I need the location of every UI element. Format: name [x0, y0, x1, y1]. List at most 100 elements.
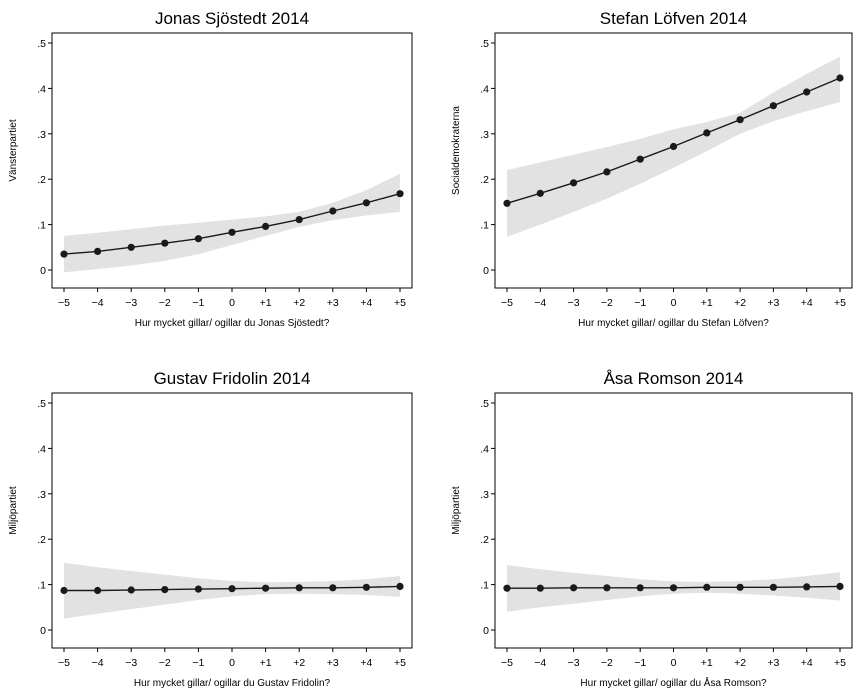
data-point	[536, 584, 544, 592]
x-tick-label: +3	[327, 657, 339, 669]
y-tick-label: .2	[37, 534, 46, 546]
chart-title: Stefan Löfven 2014	[600, 9, 747, 28]
data-point	[295, 584, 303, 592]
x-tick-label: −3	[125, 297, 137, 309]
data-point	[570, 584, 578, 592]
y-tick-label: .4	[480, 443, 489, 455]
y-axis-label: Miljöpartiet	[8, 486, 19, 535]
data-point	[636, 155, 644, 163]
x-tick-label: +5	[394, 297, 406, 309]
x-tick-label: −5	[501, 297, 513, 309]
data-point	[262, 584, 270, 592]
y-tick-label: .3	[480, 489, 489, 501]
y-tick-label: .5	[37, 398, 46, 410]
y-tick-label: 0	[483, 625, 489, 637]
x-tick-label: +5	[834, 657, 846, 669]
chart-title: Jonas Sjöstedt 2014	[155, 9, 309, 28]
data-point	[362, 199, 370, 207]
y-tick-label: 0	[483, 265, 489, 277]
x-tick-label: +2	[293, 297, 305, 309]
y-tick-label: .2	[480, 534, 489, 546]
x-tick-label: +3	[767, 297, 779, 309]
data-point	[194, 235, 202, 243]
x-tick-label: −2	[601, 297, 613, 309]
x-tick-label: +1	[260, 657, 272, 669]
data-point	[127, 243, 135, 251]
data-point	[161, 586, 169, 594]
data-point	[329, 584, 337, 592]
data-point	[329, 207, 337, 215]
x-tick-label: −1	[634, 657, 646, 669]
confidence-band	[64, 173, 400, 273]
x-tick-label: −1	[192, 657, 204, 669]
data-point	[769, 102, 778, 110]
y-tick-label: .1	[37, 220, 46, 232]
x-tick-label: +3	[767, 657, 779, 669]
chart-title: Gustav Fridolin 2014	[154, 369, 311, 388]
data-point	[803, 583, 811, 591]
chart-panel-3: 0 .1 .2 .3 .4 .5 −5 −4 −3 −2 −1 0 +1 +2 +3 +4 +5 Gustav F…	[8, 369, 413, 689]
data-point	[669, 584, 678, 592]
chart-panel-1: 0 .1 .2 .3 .4 .5 −5 −4 −3 −2 −1 0 +1 +2 +3 +4 +5 Jonas Sj…	[8, 9, 413, 329]
y-tick-label: .3	[480, 129, 489, 141]
x-tick-label: −5	[58, 657, 70, 669]
data-point	[503, 199, 511, 207]
y-axis-label: Miljöpartiet	[451, 486, 462, 535]
data-point	[161, 239, 169, 247]
data-point	[836, 582, 844, 591]
x-tick-label: −2	[159, 657, 171, 669]
x-tick-label: −5	[501, 657, 513, 669]
x-tick-label: +4	[801, 657, 813, 669]
y-tick-label: .1	[480, 580, 489, 592]
y-tick-label: .4	[480, 83, 489, 95]
x-tick-label: −5	[58, 297, 70, 309]
data-point	[194, 585, 202, 593]
x-tick-label: −4	[534, 657, 546, 669]
data-point	[362, 583, 370, 591]
data-point	[228, 585, 236, 593]
x-tick-label: 0	[671, 657, 677, 669]
data-point	[295, 216, 303, 224]
data-point	[94, 586, 102, 595]
x-tick-label: −3	[125, 657, 137, 669]
data-point	[703, 583, 711, 591]
chart-panel-4: 0 .1 .2 .3 .4 .5 −5 −4 −3 −2 −1 0 +1 +2 +3 +4 +5 Åsa Roms…	[451, 369, 853, 689]
data-point	[769, 583, 778, 591]
data-point	[570, 179, 578, 187]
x-tick-label: +4	[801, 297, 813, 309]
y-tick-label: 0	[40, 625, 46, 637]
x-tick-label: −2	[601, 657, 613, 669]
data-point	[636, 584, 644, 592]
data-point	[60, 250, 68, 258]
x-tick-label: +4	[360, 657, 372, 669]
x-tick-label: −4	[534, 297, 546, 309]
x-tick-label: −2	[159, 297, 171, 309]
y-axis-label: Socialdemokraterna	[451, 106, 462, 195]
data-point	[396, 582, 404, 591]
x-tick-label: −1	[192, 297, 204, 309]
data-point	[396, 190, 404, 198]
data-point	[262, 222, 270, 230]
x-tick-label: +5	[394, 657, 406, 669]
data-point	[803, 88, 811, 96]
y-tick-label: .4	[37, 443, 46, 455]
y-tick-label: .2	[480, 174, 489, 186]
x-tick-label: +4	[360, 297, 372, 309]
data-point	[736, 583, 744, 591]
data-point	[603, 168, 611, 176]
x-tick-label: +2	[734, 297, 746, 309]
data-point	[536, 189, 544, 197]
data-point	[60, 586, 68, 595]
x-axis-label: Hur mycket gillar/ ogillar du Åsa Romson…	[580, 676, 767, 689]
y-axis-label: Vänsterpartiet	[8, 119, 19, 181]
x-tick-label: +2	[293, 657, 305, 669]
data-point	[503, 584, 511, 592]
x-tick-label: −3	[568, 657, 580, 669]
y-tick-label: .3	[37, 129, 46, 141]
plot-frame	[494, 392, 853, 649]
x-tick-label: 0	[671, 297, 677, 309]
x-tick-label: +1	[701, 657, 713, 669]
x-tick-label: +5	[834, 297, 846, 309]
x-tick-label: −4	[92, 657, 104, 669]
